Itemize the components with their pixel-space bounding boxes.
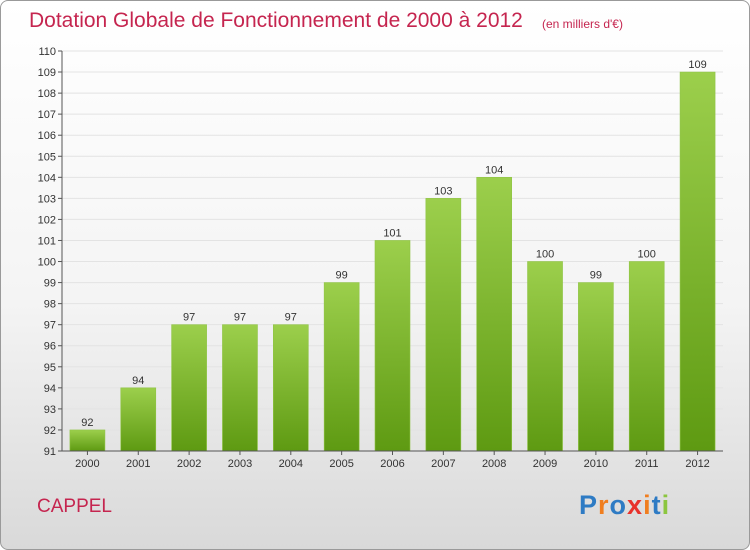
x-tick-label-2011: 2011 [635, 458, 659, 470]
labels: 91 92 93 94 95 96 97 98 99 100 101 102 103 104 105 106 1… [38, 46, 710, 470]
bar-2007 [425, 198, 462, 452]
data-label-2002: 97 [183, 312, 195, 324]
logo-letter: o [609, 490, 628, 520]
data-label-2011: 100 [638, 249, 656, 261]
data-label-2000: 92 [81, 417, 93, 429]
y-tick-label: 97 [44, 320, 56, 332]
y-tick-label: 104 [38, 172, 56, 184]
x-tick-label-2006: 2006 [380, 458, 404, 470]
bar-2001 [120, 387, 157, 452]
y-tick-label: 99 [44, 278, 56, 290]
bar-2008 [476, 177, 512, 452]
x-tick-label-2010: 2010 [584, 458, 608, 470]
data-label-2006: 101 [383, 227, 401, 239]
y-tick-label: 93 [44, 404, 56, 416]
y-tick-label: 110 [38, 46, 56, 58]
y-tick-label: 96 [44, 341, 56, 353]
y-tick-label: 107 [38, 109, 56, 121]
data-label-2001: 94 [132, 375, 144, 387]
y-tick-label: 101 [38, 235, 56, 247]
data-label-2009: 100 [536, 249, 554, 261]
bar-2009 [527, 261, 563, 452]
x-tick-label-2002: 2002 [177, 458, 201, 470]
y-tick-label: 106 [38, 130, 56, 142]
bar-2000 [69, 429, 106, 452]
axes [58, 50, 723, 455]
data-label-2010: 99 [590, 270, 602, 282]
bars [69, 71, 716, 452]
x-tick-label-2012: 2012 [685, 458, 709, 470]
commune-name: CAPPEL [37, 496, 112, 517]
y-tick-label: 95 [44, 362, 56, 374]
y-tick-label: 94 [44, 383, 56, 395]
logo-letter: x [627, 490, 644, 520]
data-label-2003: 97 [234, 312, 246, 324]
y-tick-label: 105 [38, 151, 56, 163]
bar-2005 [323, 282, 360, 452]
chart-subtitle: (en milliers d'€) [542, 17, 623, 31]
bar-2004 [273, 324, 309, 452]
bar-2011 [628, 261, 665, 452]
data-label-2012: 109 [688, 59, 706, 71]
x-tick-label-2005: 2005 [329, 458, 353, 470]
bar-2003 [222, 324, 258, 452]
bar-2012 [679, 71, 716, 452]
x-tick-label-2008: 2008 [482, 458, 506, 470]
x-tick-label-2003: 2003 [228, 458, 252, 470]
y-tick-label: 108 [38, 88, 56, 100]
logo-letter: i [661, 490, 671, 520]
data-label-2005: 99 [336, 270, 348, 282]
logo-letter: t [651, 490, 662, 520]
y-tick-label: 100 [38, 257, 56, 269]
logo-letter: P [579, 490, 599, 520]
x-tick-label-2009: 2009 [533, 458, 557, 470]
y-tick-label: 92 [44, 425, 56, 437]
data-label-2007: 103 [434, 185, 452, 197]
x-tick-label-2007: 2007 [431, 458, 455, 470]
chart-title: Dotation Globale de Fonctionnement de 20… [29, 9, 523, 32]
logo-letter: i [643, 490, 652, 520]
data-label-2008: 104 [485, 164, 503, 176]
x-tick-label-2000: 2000 [75, 458, 99, 470]
y-tick-label: 109 [38, 67, 56, 79]
bar-2002 [171, 324, 207, 452]
y-tick-label: 103 [38, 193, 56, 205]
proxiti-logo[interactable]: Proxiti [579, 490, 670, 521]
data-label-2004: 97 [285, 312, 297, 324]
y-tick-label: 91 [44, 446, 56, 458]
logo-letter: r [598, 490, 610, 520]
y-tick-label: 102 [38, 214, 56, 226]
bar-2010 [578, 282, 614, 452]
y-tick-label: 98 [44, 299, 56, 311]
x-tick-label-2001: 2001 [126, 458, 150, 470]
bar-2006 [374, 240, 411, 452]
x-tick-label-2004: 2004 [279, 458, 303, 470]
